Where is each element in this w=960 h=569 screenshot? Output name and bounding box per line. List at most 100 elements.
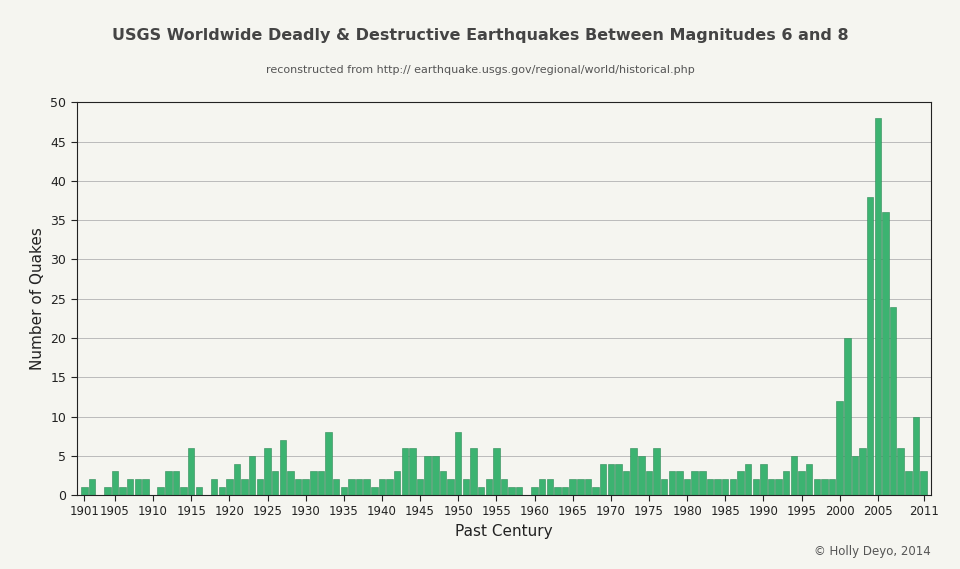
Bar: [859, 448, 866, 495]
Bar: [654, 448, 660, 495]
Bar: [501, 479, 507, 495]
Bar: [348, 479, 354, 495]
Text: © Holly Deyo, 2014: © Holly Deyo, 2014: [814, 545, 931, 558]
Bar: [921, 472, 926, 495]
Bar: [882, 212, 889, 495]
Bar: [493, 448, 499, 495]
Bar: [211, 479, 217, 495]
Bar: [646, 472, 652, 495]
Bar: [821, 479, 828, 495]
Bar: [341, 487, 348, 495]
Bar: [577, 479, 584, 495]
Bar: [684, 479, 690, 495]
Bar: [676, 472, 683, 495]
Bar: [867, 197, 874, 495]
Bar: [127, 479, 133, 495]
Bar: [615, 464, 622, 495]
Bar: [104, 487, 110, 495]
Bar: [554, 487, 561, 495]
Bar: [287, 472, 294, 495]
Text: USGS Worldwide Deadly & Destructive Earthquakes Between Magnitudes 6 and 8: USGS Worldwide Deadly & Destructive Eart…: [111, 28, 849, 43]
Bar: [424, 456, 431, 495]
Bar: [219, 487, 225, 495]
Bar: [325, 432, 332, 495]
Bar: [470, 448, 477, 495]
Bar: [691, 472, 698, 495]
Bar: [486, 479, 492, 495]
Bar: [714, 479, 721, 495]
Bar: [760, 464, 767, 495]
Bar: [539, 479, 545, 495]
Bar: [356, 479, 362, 495]
Bar: [295, 479, 301, 495]
Bar: [196, 487, 203, 495]
Bar: [372, 487, 377, 495]
Bar: [531, 487, 538, 495]
Bar: [241, 479, 248, 495]
Bar: [279, 440, 286, 495]
Bar: [256, 479, 263, 495]
Bar: [455, 432, 462, 495]
Bar: [660, 479, 667, 495]
Bar: [478, 487, 485, 495]
Bar: [730, 479, 736, 495]
Bar: [631, 448, 636, 495]
Bar: [134, 479, 141, 495]
Bar: [905, 472, 912, 495]
Bar: [509, 487, 515, 495]
Bar: [546, 479, 553, 495]
Bar: [447, 479, 454, 495]
Bar: [111, 472, 118, 495]
Bar: [813, 479, 820, 495]
Bar: [707, 479, 713, 495]
Bar: [585, 479, 591, 495]
Bar: [608, 464, 614, 495]
Bar: [562, 487, 568, 495]
Bar: [569, 479, 576, 495]
Bar: [249, 456, 255, 495]
Bar: [302, 479, 309, 495]
Bar: [799, 472, 804, 495]
Bar: [791, 456, 797, 495]
Bar: [227, 479, 232, 495]
Bar: [318, 472, 324, 495]
Bar: [875, 118, 881, 495]
Bar: [805, 464, 812, 495]
Bar: [737, 472, 744, 495]
Bar: [386, 479, 393, 495]
Bar: [623, 472, 630, 495]
Bar: [836, 401, 843, 495]
Bar: [699, 472, 706, 495]
Bar: [142, 479, 149, 495]
Bar: [394, 472, 400, 495]
X-axis label: Past Century: Past Century: [455, 524, 553, 539]
Bar: [722, 479, 729, 495]
Bar: [401, 448, 408, 495]
Bar: [82, 487, 87, 495]
Bar: [516, 487, 522, 495]
Bar: [745, 464, 752, 495]
Bar: [898, 448, 904, 495]
Bar: [753, 479, 759, 495]
Bar: [776, 479, 781, 495]
Bar: [600, 464, 607, 495]
Bar: [409, 448, 416, 495]
Bar: [463, 479, 469, 495]
Bar: [310, 472, 317, 495]
Bar: [364, 479, 370, 495]
Bar: [768, 479, 775, 495]
Bar: [890, 307, 897, 495]
Bar: [272, 472, 278, 495]
Bar: [440, 472, 446, 495]
Bar: [89, 479, 95, 495]
Bar: [638, 456, 644, 495]
Bar: [828, 479, 835, 495]
Bar: [165, 472, 172, 495]
Bar: [119, 487, 126, 495]
Bar: [417, 479, 423, 495]
Bar: [173, 472, 180, 495]
Bar: [852, 456, 858, 495]
Bar: [264, 448, 271, 495]
Bar: [432, 456, 439, 495]
Y-axis label: Number of Quakes: Number of Quakes: [30, 227, 45, 370]
